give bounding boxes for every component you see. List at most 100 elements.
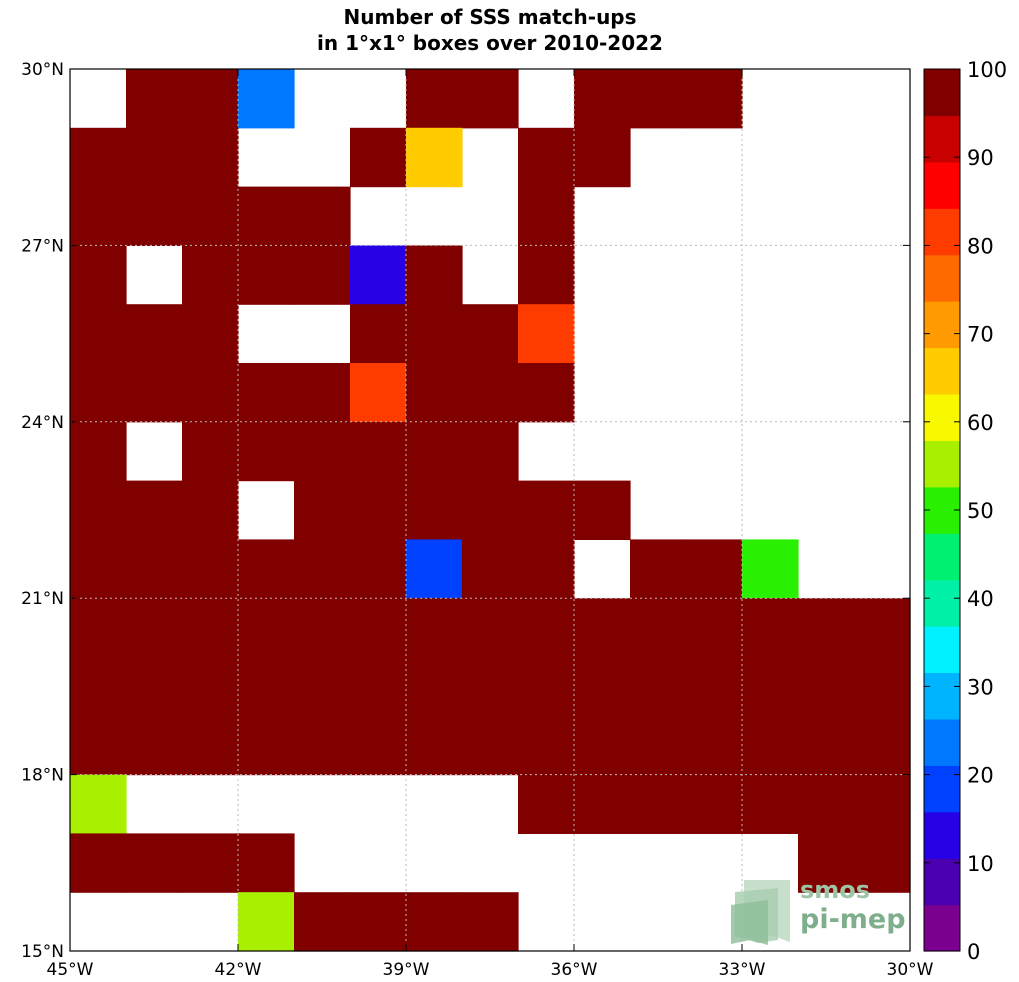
heatmap-cell (126, 657, 183, 717)
colorbar-segment (924, 626, 960, 674)
heatmap-cell (350, 657, 407, 717)
heatmap-cell (182, 127, 239, 188)
heatmap-cell (406, 363, 463, 423)
heatmap-cell (238, 69, 295, 129)
heatmap-cell (574, 598, 631, 658)
colorbar-tick-label: 70 (967, 323, 994, 347)
heatmap-cell (238, 421, 295, 482)
heatmap-cell (798, 833, 855, 893)
heatmap-cell (630, 657, 687, 717)
colorbar-segment (924, 765, 960, 813)
heatmap-cell (518, 539, 575, 599)
colorbar-tick-label: 60 (967, 411, 994, 435)
heatmap-cell (126, 539, 183, 599)
x-tick-label: 30°W (887, 960, 934, 980)
heatmap-cell (182, 186, 239, 246)
colorbar-tick-label: 0 (967, 940, 980, 964)
heatmap-cell (630, 774, 687, 834)
heatmap-cell (574, 480, 631, 540)
heatmap-cell (350, 539, 407, 599)
heatmap-cell (462, 69, 519, 129)
heatmap-cell (574, 69, 631, 129)
heatmap-cell (126, 363, 183, 423)
heatmap-cell (798, 657, 855, 717)
axis-ticks: 45°W 42°W 39°W 36°W 33°W 30°W 15°N 18°N 21°N 24°N… (21, 60, 934, 980)
heatmap-cell (742, 715, 799, 776)
heatmap-cell (126, 304, 183, 364)
heatmap-cell (294, 657, 351, 717)
heatmap-cell (518, 363, 575, 423)
heatmap-cell (518, 657, 575, 717)
heatmap-cells (70, 69, 911, 952)
colorbar-segment (924, 254, 960, 302)
heatmap-cell (238, 186, 295, 246)
heatmap-cell (182, 69, 239, 129)
heatmap-cell (406, 480, 463, 540)
heatmap-cell (350, 245, 407, 305)
y-tick-label: 27°N (21, 236, 64, 256)
heatmap-cell (406, 598, 463, 658)
heatmap-cell (406, 304, 463, 364)
heatmap-cell (742, 774, 799, 834)
heatmap-cell (350, 480, 407, 540)
heatmap-cell (70, 657, 127, 717)
heatmap-cell (574, 715, 631, 776)
heatmap-cell (406, 421, 463, 482)
heatmap-cell (406, 69, 463, 129)
heatmap-cell (854, 833, 911, 893)
heatmap-cell (462, 657, 519, 717)
heatmap-cell (518, 127, 575, 188)
heatmap-cell (126, 69, 183, 129)
heatmap-cell (238, 833, 295, 893)
colorbar-tick-label: 30 (967, 675, 994, 699)
colorbar-segment (924, 718, 960, 766)
heatmap-cell (406, 127, 463, 188)
heatmap-cell (182, 480, 239, 540)
heatmap-cell (294, 480, 351, 540)
y-tick-label: 15°N (21, 942, 64, 962)
heatmap-cell (126, 715, 183, 776)
heatmap-cell (518, 598, 575, 658)
heatmap-cell (70, 363, 127, 423)
heatmap-cell (518, 304, 575, 364)
heatmap-cell (518, 480, 575, 540)
heatmap-cell (238, 539, 295, 599)
heatmap-cell (462, 363, 519, 423)
heatmap-cell (350, 304, 407, 364)
heatmap-cell (462, 598, 519, 658)
heatmap-cell (350, 892, 407, 952)
y-tick-label: 18°N (21, 766, 64, 786)
heatmap-cell (630, 539, 687, 599)
heatmap-cell (238, 715, 295, 776)
colorbar-tick-label: 50 (967, 499, 994, 523)
logo-wave-icon (731, 880, 790, 945)
heatmap-cell (70, 833, 127, 893)
heatmap-cell (742, 539, 799, 599)
heatmap-cell (798, 774, 855, 834)
colorbar-segment (924, 904, 960, 952)
colorbar-segment (924, 672, 960, 720)
colorbar-tick-label: 40 (967, 587, 994, 611)
heatmap-cell (238, 598, 295, 658)
heatmap-cell (350, 715, 407, 776)
heatmap-cell (630, 715, 687, 776)
heatmap-cell (462, 421, 519, 482)
heatmap-cell (182, 421, 239, 482)
heatmap-cell (462, 480, 519, 540)
heatmap-cell (126, 186, 183, 246)
colorbar-segment (924, 69, 960, 117)
colorbar-segment (924, 208, 960, 256)
heatmap-cell (406, 715, 463, 776)
heatmap-cell (350, 598, 407, 658)
colorbar-segment (924, 533, 960, 581)
heatmap-cell (294, 186, 351, 246)
heatmap-cell (238, 363, 295, 423)
x-tick-label: 39°W (383, 960, 430, 980)
heatmap-cell (70, 480, 127, 540)
colorbar-segment (924, 811, 960, 859)
heatmap-cell (630, 598, 687, 658)
colorbar-segment (924, 161, 960, 209)
heatmap-cell (182, 539, 239, 599)
plot-frame (69, 68, 911, 952)
